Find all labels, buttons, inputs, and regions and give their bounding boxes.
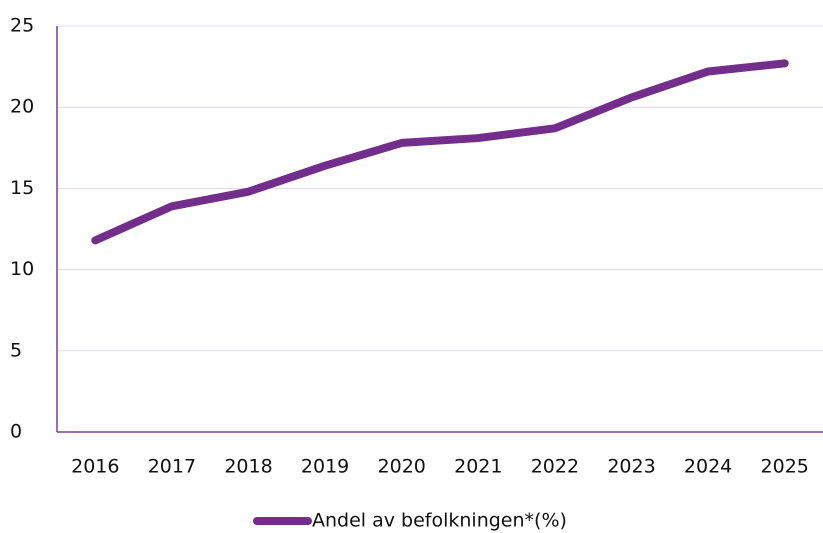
- x-tick-label: 2023: [607, 456, 655, 478]
- x-tick-label: 2021: [454, 456, 502, 478]
- x-tick-label: 2017: [148, 456, 196, 478]
- x-tick-label: 2019: [301, 456, 349, 478]
- x-tick-label: 2020: [378, 456, 426, 478]
- y-tick-label: 20: [10, 96, 34, 118]
- x-tick-label: 2016: [71, 456, 119, 478]
- y-tick-label: 15: [10, 177, 34, 199]
- legend: Andel av befolkningen*(%): [253, 510, 567, 532]
- x-tick-label: 2025: [761, 456, 809, 478]
- y-tick-label: 25: [10, 15, 34, 37]
- x-tick-label: 2024: [684, 456, 732, 478]
- line-series: [91, 59, 789, 245]
- legend-label: Andel av befolkningen*(%): [312, 510, 567, 532]
- y-tick-label: 0: [10, 421, 22, 443]
- y-tick-label: 10: [10, 258, 34, 280]
- x-tick-label: 2018: [224, 456, 272, 478]
- x-tick-label: 2022: [531, 456, 579, 478]
- y-tick-label: 5: [10, 339, 22, 361]
